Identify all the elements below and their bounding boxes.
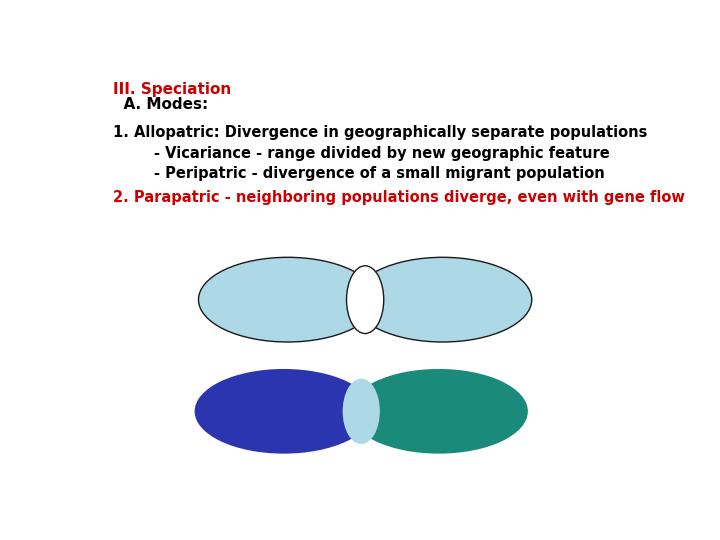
Ellipse shape [194, 369, 373, 454]
Ellipse shape [350, 369, 528, 454]
Ellipse shape [354, 257, 532, 342]
Text: 2. Parapatric - neighboring populations diverge, even with gene flow: 2. Parapatric - neighboring populations … [113, 190, 685, 205]
Text: 1. Allopatric: Divergence in geographically separate populations: 1. Allopatric: Divergence in geographica… [113, 125, 647, 140]
Text: - Vicariance - range divided by new geographic feature: - Vicariance - range divided by new geog… [113, 146, 610, 161]
Text: - Peripatric - divergence of a small migrant population: - Peripatric - divergence of a small mig… [113, 166, 605, 181]
Ellipse shape [199, 257, 377, 342]
Text: A. Modes:: A. Modes: [113, 97, 209, 112]
Text: III. Speciation: III. Speciation [113, 82, 232, 97]
Ellipse shape [343, 379, 380, 444]
Ellipse shape [346, 266, 384, 334]
